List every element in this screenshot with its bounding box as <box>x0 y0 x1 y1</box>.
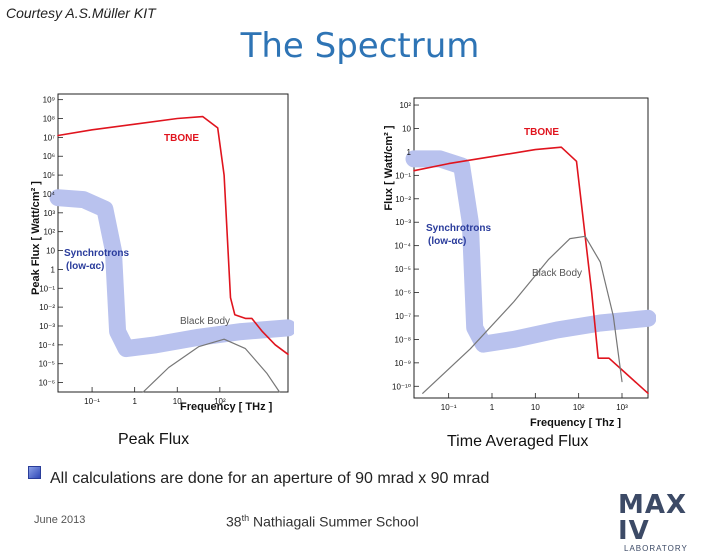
time-avg-ylabel: Flux [ Watt/cm² ] <box>383 125 395 210</box>
y-tick-label: 10⁻⁸ <box>395 335 412 344</box>
y-tick-label: 10⁻⁶ <box>395 289 411 298</box>
y-tick-label: 10 <box>46 247 55 256</box>
x-tick-label: 1 <box>490 403 495 412</box>
y-tick-label: 10⁸ <box>43 115 55 124</box>
x-tick-label: 10² <box>573 403 585 412</box>
y-tick-label: 10⁻⁴ <box>38 341 55 350</box>
peak-flux-chart: 10⁹ 10⁸ 10⁷ 10⁶ 10⁵ 10⁴ 10³ 10² 10 1 10⁻¹ 10⁻² 10⁻³ 1… <box>30 88 294 414</box>
time-avg-xlabel: Frequency [ Thz ] <box>530 417 621 428</box>
y-tick-label: 10⁷ <box>43 133 55 142</box>
y-tick-label: 10⁻² <box>39 303 55 312</box>
y-tick-label: 10⁵ <box>43 171 55 180</box>
time-averaged-flux-caption: Time Averaged Flux <box>447 433 589 450</box>
peak-flux-sync-label: Synchrotrons <box>64 248 129 259</box>
y-tick-label: 10⁹ <box>43 96 55 105</box>
y-tick-label: 1 <box>51 265 56 274</box>
x-tick-label: 10 <box>531 403 540 412</box>
y-tick-label: 10⁶ <box>43 152 55 161</box>
slide-title: The Spectrum <box>240 26 480 66</box>
y-tick-label: 10² <box>399 101 411 110</box>
peak-flux-tbone-label: TBONE <box>164 133 199 144</box>
x-tick-label: 10⁻¹ <box>84 397 100 406</box>
y-tick-label: 1 <box>407 148 412 157</box>
y-tick-label: 10⁻³ <box>395 218 411 227</box>
y-tick-label: 10² <box>43 228 55 237</box>
y-tick-label: 10⁻¹ <box>39 284 55 293</box>
school-name: Nathiagali Summer School <box>249 513 419 530</box>
footer-school: 38th Nathiagali Summer School <box>226 513 419 530</box>
y-tick-label: 10⁻¹ <box>395 171 411 180</box>
black-body-line <box>142 338 281 393</box>
time-avg-frame <box>413 97 649 399</box>
y-tick-label: 10⁻² <box>395 195 411 204</box>
y-tick-label: 10⁻⁵ <box>395 265 411 274</box>
tbone-line <box>413 146 649 395</box>
logo-mark: MAX IV <box>618 490 688 546</box>
x-tick-label: 10⁻¹ <box>441 403 457 412</box>
logo-subtitle: LABORATORY <box>624 544 688 553</box>
peak-flux-caption: Peak Flux <box>118 431 190 448</box>
y-tick-label: 10⁻⁶ <box>39 379 55 388</box>
synchrotron-band <box>49 189 294 358</box>
time-avg-sync-sublabel: (low-αc) <box>428 236 466 247</box>
y-tick-label: 10⁻⁵ <box>39 360 55 369</box>
y-tick-label: 10³ <box>43 209 55 218</box>
y-tick-label: 10⁻⁷ <box>395 312 411 321</box>
x-tick-label: 1 <box>132 397 137 406</box>
black-body-line <box>422 235 623 394</box>
y-tick-label: 10⁻³ <box>39 322 55 331</box>
y-tick-label: 10⁻¹⁰ <box>392 382 411 391</box>
y-tick-label: 10 <box>402 124 411 133</box>
time-avg-tbone-label: TBONE <box>524 127 559 138</box>
time-avg-sync-label: Synchrotrons <box>426 223 491 234</box>
bullet-square-icon <box>28 466 41 479</box>
school-ordinal: 38 <box>226 513 242 530</box>
footer-date: June 2013 <box>34 514 86 526</box>
aperture-note: All calculations are done for an apertur… <box>50 470 490 487</box>
x-tick-label: 10³ <box>616 403 628 412</box>
peak-flux-ylabel: Peak Flux [ Watt/cm² ] <box>30 181 42 295</box>
y-tick-label: 10⁻⁴ <box>394 242 411 251</box>
x-tick-label: 10 <box>173 397 182 406</box>
school-ordinal-suffix: th <box>241 513 250 523</box>
peak-flux-bb-label: Black Body <box>180 316 230 327</box>
y-tick-label: 10⁻⁹ <box>394 359 411 368</box>
credit-text: Courtesy A.S.Müller KIT <box>6 5 156 21</box>
y-tick-label: 10⁴ <box>43 190 56 199</box>
tbone-line <box>57 115 289 356</box>
time-averaged-flux-chart: 10² 10 1 10⁻¹ 10⁻² 10⁻³ 10⁻⁴ 10⁻⁵ 10⁻⁶ 10⁻⁷ 10⁻⁸ 10… <box>380 88 656 428</box>
peak-flux-sync-sublabel: (low-αc) <box>66 261 104 272</box>
time-avg-bb-label: Black Body <box>532 268 582 279</box>
x-tick-label: 10² <box>214 397 226 406</box>
peak-flux-xlabel: Frequency [ THz ] <box>180 401 273 413</box>
max-iv-logo: MAX IV LABORATORY <box>618 492 708 553</box>
